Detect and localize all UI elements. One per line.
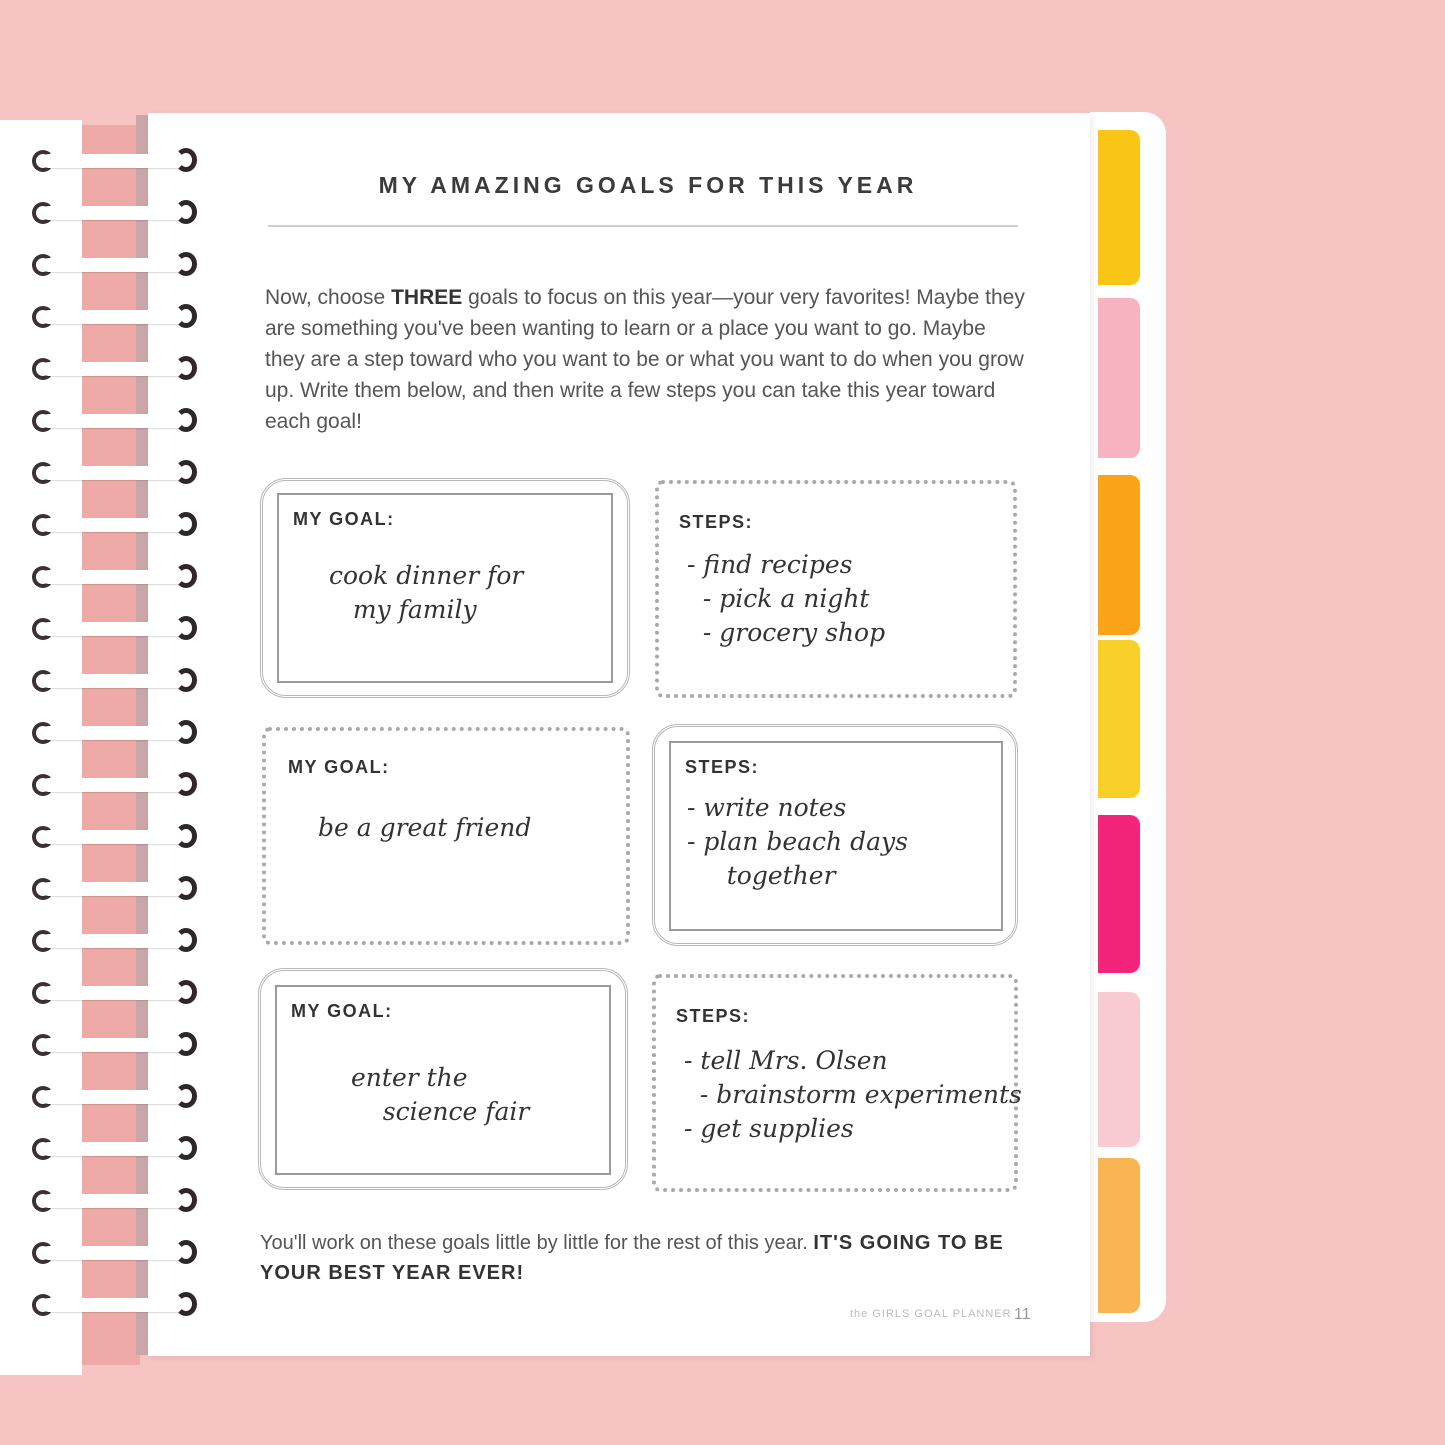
spiral-ring <box>30 564 197 594</box>
footer-brand: the GIRLS GOAL PLANNER <box>850 1308 1012 1320</box>
goal-text[interactable]: enter the science fair <box>351 1063 530 1126</box>
steps-text[interactable]: - write notes - plan beach days together <box>687 793 908 890</box>
section-tab[interactable] <box>1098 1158 1140 1313</box>
goal-label: MY GOAL: <box>291 1001 393 1021</box>
spiral-ring <box>30 356 197 386</box>
section-tab[interactable] <box>1098 640 1140 798</box>
steps-box-2: STEPS: - write notes - plan beach days t… <box>652 724 1018 946</box>
closing-text: You'll work on these goals little by lit… <box>260 1232 814 1254</box>
spiral-ring <box>30 928 197 958</box>
steps-label: STEPS: <box>676 1006 751 1026</box>
spiral-ring <box>30 876 197 906</box>
spiral-ring <box>30 200 197 230</box>
section-tab[interactable] <box>1098 992 1140 1147</box>
spiral-ring <box>30 1032 197 1062</box>
page-title: MY AMAZING GOALS FOR THIS YEAR <box>378 172 918 198</box>
section-tab[interactable] <box>1098 475 1140 635</box>
intro-paragraph: Now, choose THREE goals to focus on this… <box>265 282 1025 437</box>
steps-text[interactable]: - tell Mrs. Olsen - brainstorm experimen… <box>684 1046 1022 1143</box>
steps-box-3: STEPS: - tell Mrs. Olsen - brainstorm ex… <box>652 974 1022 1192</box>
intro-text-start: Now, choose <box>265 286 392 309</box>
spiral-ring <box>30 616 197 646</box>
spiral-ring <box>30 980 197 1010</box>
spiral-ring <box>30 408 197 438</box>
steps-box-1: STEPS: - find recipes - pick a night - g… <box>655 480 1017 698</box>
spiral-ring <box>30 1136 197 1166</box>
steps-label: STEPS: <box>679 512 754 532</box>
spiral-ring <box>30 304 197 334</box>
section-tab[interactable] <box>1098 298 1140 458</box>
goal-box-1: MY GOAL: cook dinner for my family <box>260 478 630 698</box>
goal-text[interactable]: be a great friend <box>318 813 532 842</box>
goal-text[interactable]: cook dinner for my family <box>329 561 524 624</box>
intro-text-end: goals to focus on this year—your very fa… <box>265 286 1025 433</box>
goal-label: MY GOAL: <box>288 757 390 777</box>
spiral-ring <box>30 824 197 854</box>
goal-box-2: MY GOAL: be a great friend <box>262 727 630 945</box>
spiral-ring <box>30 1084 197 1114</box>
spiral-ring <box>30 460 197 490</box>
title-divider <box>268 225 1018 227</box>
spiral-ring <box>30 148 197 178</box>
goal-label: MY GOAL: <box>293 509 395 529</box>
section-tab[interactable] <box>1098 815 1140 973</box>
spiral-ring <box>30 772 197 802</box>
steps-text[interactable]: - find recipes - pick a night - grocery … <box>687 550 886 647</box>
spiral-ring <box>30 252 197 282</box>
closing-bold: IT'S GOING TO BE YOUR BEST YEAR EVER! <box>260 1232 1004 1284</box>
goal-box-3: MY GOAL: enter the science fair <box>258 968 628 1190</box>
closing-paragraph: You'll work on these goals little by lit… <box>260 1228 1020 1288</box>
previous-pages-edge <box>82 125 140 1365</box>
steps-label: STEPS: <box>685 757 760 777</box>
spiral-ring <box>30 1188 197 1218</box>
spiral-ring <box>30 720 197 750</box>
spiral-ring <box>30 1292 197 1322</box>
back-cover <box>0 120 82 1375</box>
intro-bold: THREE <box>391 286 463 309</box>
section-tab[interactable] <box>1098 130 1140 285</box>
spiral-ring <box>30 1240 197 1270</box>
spiral-ring <box>30 668 197 698</box>
page-number: 11 <box>1014 1306 1031 1323</box>
spiral-ring <box>30 512 197 542</box>
